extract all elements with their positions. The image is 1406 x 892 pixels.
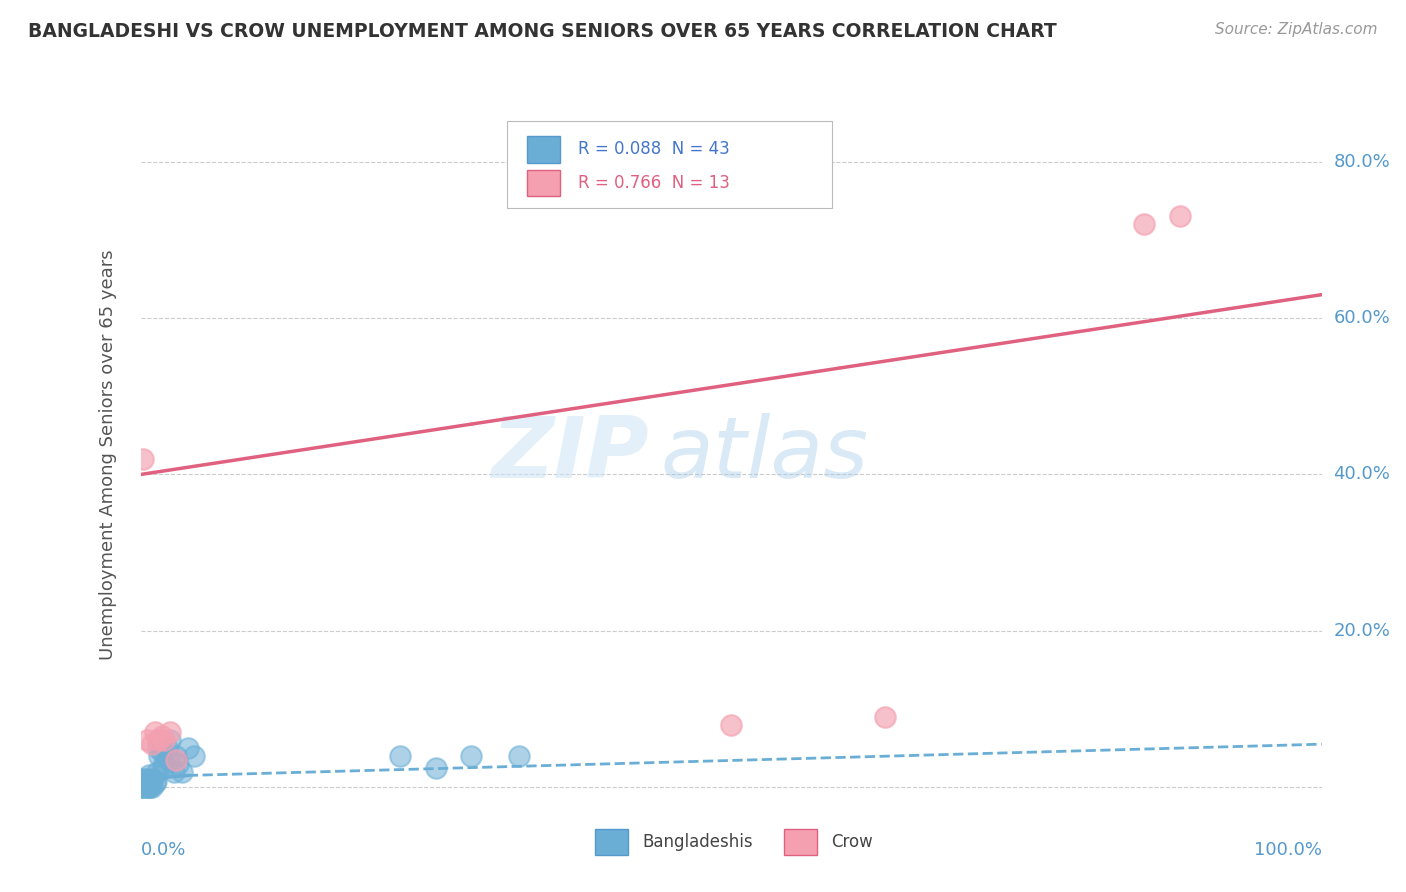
Point bbox=[138, 768, 160, 782]
Point bbox=[153, 733, 176, 747]
Point bbox=[165, 748, 187, 763]
Point bbox=[159, 733, 181, 747]
Text: atlas: atlas bbox=[661, 413, 869, 497]
Text: 100.0%: 100.0% bbox=[1254, 841, 1322, 859]
Text: ZIP: ZIP bbox=[491, 413, 648, 497]
Point bbox=[139, 776, 162, 790]
Text: Bangladeshis: Bangladeshis bbox=[643, 833, 754, 851]
Text: 0.0%: 0.0% bbox=[141, 841, 186, 859]
FancyBboxPatch shape bbox=[527, 136, 560, 162]
Point bbox=[165, 753, 187, 767]
Point bbox=[389, 748, 412, 763]
Text: R = 0.088  N = 43: R = 0.088 N = 43 bbox=[578, 140, 730, 159]
Point bbox=[129, 776, 152, 790]
Point bbox=[167, 756, 190, 771]
Text: Crow: Crow bbox=[831, 833, 873, 851]
Point bbox=[141, 780, 163, 794]
Point bbox=[1168, 210, 1191, 224]
Point bbox=[143, 725, 166, 739]
Point bbox=[720, 717, 742, 731]
Point bbox=[460, 748, 482, 763]
Point bbox=[135, 780, 157, 794]
Point bbox=[159, 725, 181, 739]
Point bbox=[148, 733, 170, 747]
Text: 60.0%: 60.0% bbox=[1333, 310, 1391, 327]
Point bbox=[148, 741, 170, 756]
Point bbox=[1133, 217, 1156, 231]
FancyBboxPatch shape bbox=[595, 829, 628, 855]
Point bbox=[135, 776, 157, 790]
Point bbox=[138, 780, 160, 794]
Point bbox=[155, 741, 177, 756]
Point bbox=[425, 761, 447, 775]
Point bbox=[132, 451, 155, 466]
Point bbox=[136, 773, 159, 788]
Point bbox=[157, 753, 180, 767]
Y-axis label: Unemployment Among Seniors over 65 years: Unemployment Among Seniors over 65 years bbox=[98, 250, 117, 660]
FancyBboxPatch shape bbox=[506, 121, 831, 208]
Point bbox=[170, 764, 193, 779]
Point bbox=[508, 748, 530, 763]
Point bbox=[129, 772, 152, 787]
Point bbox=[149, 737, 172, 751]
Point bbox=[141, 737, 163, 751]
Point bbox=[163, 764, 186, 779]
FancyBboxPatch shape bbox=[527, 169, 560, 196]
Text: BANGLADESHI VS CROW UNEMPLOYMENT AMONG SENIORS OVER 65 YEARS CORRELATION CHART: BANGLADESHI VS CROW UNEMPLOYMENT AMONG S… bbox=[28, 22, 1057, 41]
Point bbox=[129, 780, 152, 794]
Point bbox=[129, 780, 152, 794]
Point bbox=[135, 772, 157, 787]
Point bbox=[183, 748, 205, 763]
Point bbox=[143, 776, 166, 790]
Point bbox=[134, 776, 156, 790]
Point bbox=[141, 773, 163, 788]
Point bbox=[134, 780, 156, 794]
Point bbox=[148, 733, 170, 747]
Point bbox=[150, 745, 173, 759]
Point bbox=[150, 730, 173, 744]
Point bbox=[129, 780, 152, 794]
Point bbox=[136, 780, 159, 794]
Point bbox=[152, 761, 174, 775]
Text: 20.0%: 20.0% bbox=[1333, 622, 1391, 640]
Point bbox=[134, 772, 156, 787]
Point bbox=[146, 764, 169, 779]
Point bbox=[139, 780, 162, 794]
Text: 40.0%: 40.0% bbox=[1333, 466, 1391, 483]
Point bbox=[153, 756, 176, 771]
Text: R = 0.766  N = 13: R = 0.766 N = 13 bbox=[578, 174, 730, 192]
Point bbox=[141, 772, 163, 787]
FancyBboxPatch shape bbox=[785, 829, 817, 855]
Point bbox=[145, 773, 167, 788]
Text: 80.0%: 80.0% bbox=[1333, 153, 1391, 170]
Point bbox=[873, 710, 896, 724]
Point bbox=[177, 741, 200, 756]
Text: Source: ZipAtlas.com: Source: ZipAtlas.com bbox=[1215, 22, 1378, 37]
Point bbox=[148, 748, 170, 763]
Point bbox=[135, 733, 157, 747]
